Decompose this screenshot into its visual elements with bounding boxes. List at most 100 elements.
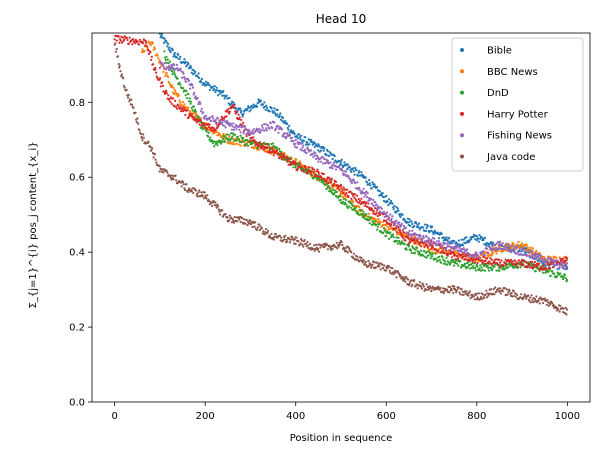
- data-point: [409, 233, 412, 236]
- data-point: [123, 35, 126, 38]
- data-point: [503, 267, 506, 270]
- data-point: [538, 262, 541, 265]
- data-point: [435, 240, 439, 243]
- data-point: [118, 41, 121, 44]
- data-point: [483, 262, 487, 265]
- data-point: [351, 199, 354, 202]
- data-point: [562, 277, 565, 281]
- data-point: [272, 144, 275, 148]
- data-point: [566, 308, 569, 311]
- data-point: [331, 157, 334, 161]
- data-point: [186, 190, 189, 194]
- data-point: [519, 266, 522, 269]
- data-point: [396, 231, 399, 234]
- data-point: [230, 221, 233, 224]
- data-point: [183, 77, 186, 80]
- data-point: [308, 247, 311, 250]
- data-point: [248, 110, 251, 113]
- data-point: [382, 226, 386, 230]
- data-point: [481, 261, 484, 264]
- data-point: [251, 225, 254, 229]
- data-point: [187, 116, 190, 119]
- data-point: [538, 302, 541, 305]
- data-point: [433, 229, 436, 232]
- data-point: [460, 288, 463, 291]
- data-point: [364, 260, 367, 263]
- data-point: [368, 182, 371, 185]
- data-point: [228, 110, 231, 113]
- data-point: [196, 195, 199, 198]
- data-point: [292, 166, 295, 169]
- data-point: [431, 255, 434, 258]
- data-point: [465, 290, 468, 293]
- data-point: [376, 261, 379, 264]
- data-point: [156, 76, 159, 80]
- data-point: [457, 257, 460, 260]
- data-point: [548, 262, 551, 265]
- data-point: [398, 239, 401, 243]
- data-point: [370, 216, 373, 219]
- data-point: [367, 215, 370, 218]
- data-point: [197, 103, 200, 106]
- data-point: [350, 170, 353, 173]
- data-point: [171, 66, 174, 69]
- data-point: [354, 206, 357, 209]
- data-point: [460, 254, 463, 257]
- y-tick-label: 0.8: [69, 98, 85, 109]
- data-point: [278, 234, 281, 237]
- data-point: [428, 244, 432, 247]
- data-point: [245, 135, 248, 138]
- data-point: [408, 282, 411, 285]
- data-point: [549, 303, 552, 306]
- data-point: [194, 95, 197, 98]
- data-point: [462, 293, 465, 296]
- data-point: [202, 111, 205, 114]
- data-point: [249, 219, 252, 222]
- data-point: [213, 145, 216, 148]
- data-point: [265, 143, 268, 146]
- data-point: [491, 253, 494, 256]
- data-point: [346, 188, 349, 191]
- data-point: [150, 149, 153, 152]
- data-point: [158, 170, 161, 173]
- data-point: [197, 72, 200, 75]
- data-point: [324, 183, 327, 186]
- data-point: [162, 70, 165, 73]
- data-point: [426, 285, 429, 289]
- data-point: [509, 244, 513, 247]
- data-point: [288, 160, 291, 163]
- data-point: [376, 225, 379, 228]
- data-point: [235, 142, 238, 145]
- data-point: [302, 144, 305, 147]
- data-point: [331, 167, 334, 170]
- data-point: [314, 247, 317, 251]
- data-point: [356, 181, 359, 184]
- data-point: [239, 134, 242, 137]
- data-point: [289, 238, 292, 241]
- data-point: [382, 266, 385, 270]
- data-point: [162, 66, 166, 69]
- data-point: [430, 238, 433, 241]
- data-point: [389, 236, 393, 239]
- data-point: [396, 233, 399, 236]
- data-point: [198, 100, 201, 103]
- data-point: [317, 143, 320, 146]
- data-point: [504, 258, 507, 261]
- data-point: [546, 298, 549, 301]
- data-point: [293, 238, 296, 241]
- data-point: [192, 105, 195, 108]
- data-point: [482, 256, 485, 259]
- data-point: [409, 249, 412, 252]
- data-point: [263, 233, 266, 236]
- data-point: [315, 157, 318, 161]
- data-point: [242, 121, 245, 124]
- series-java-code: [113, 42, 569, 316]
- data-point: [556, 259, 559, 262]
- data-point: [300, 149, 303, 152]
- data-point: [472, 265, 475, 268]
- data-point: [360, 197, 363, 200]
- data-point: [192, 191, 195, 194]
- data-point: [419, 235, 422, 238]
- data-point: [477, 240, 480, 243]
- data-point: [287, 163, 290, 166]
